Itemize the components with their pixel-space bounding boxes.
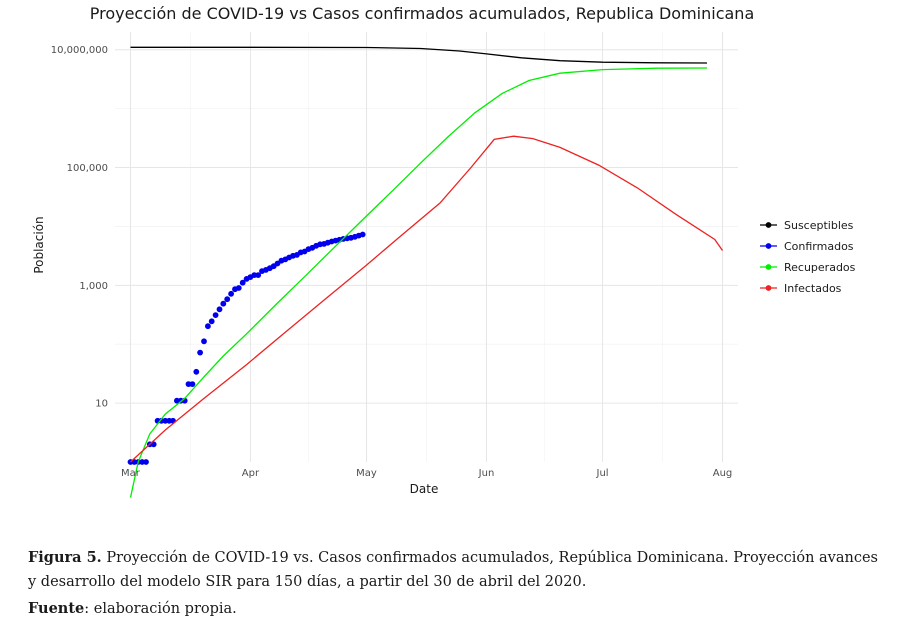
data-point-confirmados [143, 459, 149, 465]
y-axis-title: Población [32, 216, 46, 273]
x-axis-title: Date [410, 482, 439, 496]
legend-label-confirmados: Confirmados [784, 240, 854, 253]
x-tick-label: May [356, 468, 377, 479]
legend-dot-confirmados [765, 243, 772, 249]
series-line-recuperados [129, 67, 708, 498]
data-point-confirmados [212, 312, 219, 318]
legend-dot-infectados [765, 285, 772, 291]
figure-label: Figura 5. [28, 549, 102, 566]
series-layer [127, 46, 724, 498]
x-tick-label: Jun [478, 468, 495, 479]
data-point-confirmados [189, 381, 196, 387]
chart-title: Proyección de COVID-19 vs Casos confirma… [90, 4, 755, 23]
series-line-susceptibles [130, 46, 708, 64]
legend-label-susceptibles: Susceptibles [784, 219, 854, 232]
y-tick-label: 10,000,000 [51, 45, 108, 56]
legend-dot-recuperados [765, 264, 772, 270]
legend-label-infectados: Infectados [784, 282, 842, 295]
source-label: Fuente [28, 600, 85, 617]
x-tick-label: Aug [713, 468, 733, 479]
x-tick-label: Apr [242, 468, 260, 479]
data-point-confirmados [359, 231, 366, 238]
data-point-confirmados [228, 290, 235, 297]
legend-label-recuperados: Recuperados [784, 261, 856, 274]
y-tick-label: 1,000 [79, 281, 108, 292]
data-point-confirmados [205, 323, 211, 330]
source-text: : elaboración propia. [84, 601, 237, 617]
data-point-confirmados [235, 285, 242, 291]
y-tick-label: 100,000 [67, 163, 108, 174]
legend-dot-susceptibles [765, 222, 772, 228]
series-line-infectados [130, 135, 724, 463]
figure-text: Proyección de COVID-19 vs. Casos confirm… [28, 550, 878, 590]
data-point-confirmados [201, 338, 207, 345]
chart: Proyección de COVID-19 vs Casos confirma… [32, 4, 856, 498]
data-point-confirmados [255, 272, 262, 278]
figure-caption: Figura 5. Proyección de COVID-19 vs. Cas… [28, 546, 878, 594]
data-point-confirmados [239, 279, 246, 286]
data-point-confirmados [216, 306, 223, 313]
y-tick-label: 10 [95, 399, 108, 410]
source-note: Fuente: elaboración propia. [28, 597, 878, 621]
x-tick-label: Jul [596, 468, 609, 479]
grid-lines [115, 32, 738, 462]
data-point-confirmados [197, 349, 204, 356]
data-point-confirmados [224, 296, 231, 303]
data-point-confirmados [220, 300, 227, 307]
tick-labels: 10 1,000 100,000 10,000,000 Mar Apr May Jun Jul A… [51, 45, 733, 479]
data-point-confirmados [208, 318, 215, 325]
x-tick-label: Mar [121, 468, 141, 479]
legend: Susceptibles Confirmados Recuperados Infect… [760, 219, 856, 295]
data-point-confirmados [193, 368, 200, 375]
